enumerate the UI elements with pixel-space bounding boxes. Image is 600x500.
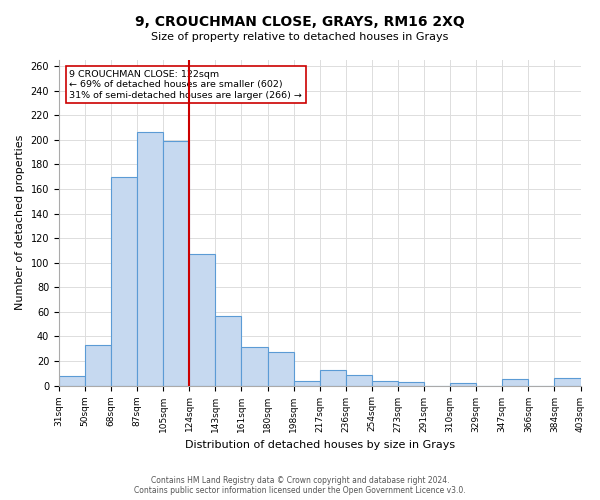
Bar xyxy=(241,348,268,386)
X-axis label: Distribution of detached houses by size in Grays: Distribution of detached houses by size … xyxy=(185,440,455,450)
Bar xyxy=(268,352,293,386)
Bar xyxy=(450,383,476,386)
Bar xyxy=(293,380,320,386)
Text: 9, CROUCHMAN CLOSE, GRAYS, RM16 2XQ: 9, CROUCHMAN CLOSE, GRAYS, RM16 2XQ xyxy=(135,15,465,29)
Bar xyxy=(111,176,137,386)
Bar xyxy=(137,132,163,386)
Bar xyxy=(398,382,424,386)
Text: 9 CROUCHMAN CLOSE: 122sqm
← 69% of detached houses are smaller (602)
31% of semi: 9 CROUCHMAN CLOSE: 122sqm ← 69% of detac… xyxy=(70,70,302,100)
Bar xyxy=(190,254,215,386)
Bar xyxy=(346,374,372,386)
Bar xyxy=(372,380,398,386)
Bar xyxy=(163,141,190,386)
Y-axis label: Number of detached properties: Number of detached properties xyxy=(15,135,25,310)
Bar xyxy=(85,345,111,386)
Bar xyxy=(215,316,241,386)
Bar xyxy=(59,376,85,386)
Bar xyxy=(502,380,529,386)
Bar xyxy=(320,370,346,386)
Text: Contains HM Land Registry data © Crown copyright and database right 2024.
Contai: Contains HM Land Registry data © Crown c… xyxy=(134,476,466,495)
Text: Size of property relative to detached houses in Grays: Size of property relative to detached ho… xyxy=(151,32,449,42)
Bar xyxy=(554,378,581,386)
